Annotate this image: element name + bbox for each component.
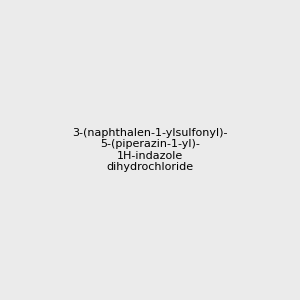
Text: 3-(naphthalen-1-ylsulfonyl)-
5-(piperazin-1-yl)-
1H-indazole
dihydrochloride: 3-(naphthalen-1-ylsulfonyl)- 5-(piperazi… [72,128,228,172]
